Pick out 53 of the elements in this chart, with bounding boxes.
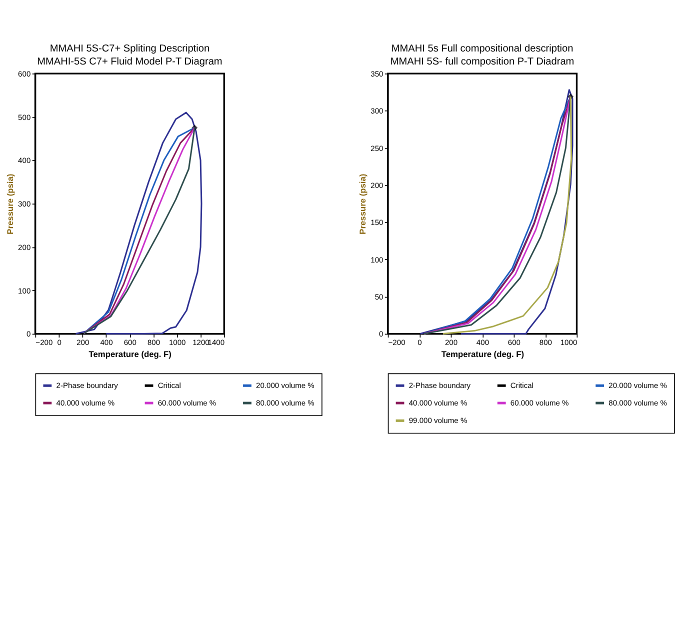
y-tick-label: 300 [370,106,384,116]
x-axis-title: Temperature (deg. F) [441,348,524,359]
x-tick-label: 600 [508,338,520,348]
legend-label: 99.000 volume % [408,416,468,426]
legend-label: 80.000 volume % [608,398,668,408]
y-tick-label: 250 [370,144,384,153]
x-tick-label: −200 [36,338,53,348]
y-tick-label: 400 [18,156,31,166]
x-tick-label: −200 [388,338,406,348]
legend-label: 40.000 volume % [408,398,468,408]
legend-label: Critical [158,381,182,390]
y-tick-label: 150 [370,218,384,228]
legend-label: 20.000 volume % [608,381,668,390]
x-tick-label: 400 [100,338,113,348]
x-tick-label: 1000 [168,338,186,348]
x-tick-label: 1000 [560,338,578,348]
y-tick-label: 500 [18,112,31,122]
y-tick-label: 350 [370,69,384,78]
y-tick-label: 100 [370,255,384,264]
y-tick-label: 200 [18,242,31,252]
y-tick-label: 50 [374,292,384,302]
x-tick-label: 600 [124,338,136,348]
x-tick-label: 800 [539,338,552,348]
chart-title: MMAHI 5S-C7+ Spliting Description [50,44,210,55]
x-tick-label: 200 [76,338,90,348]
y-axis-title: Pressure (psia) [358,174,368,234]
legend-label: 80.000 volume % [256,398,315,408]
y-tick-label: 600 [18,69,31,78]
y-tick-label: 200 [370,181,384,190]
legend-label: 2-Phase boundary [56,381,118,390]
x-axis-title: Temperature (deg. F) [88,348,172,359]
legend-label: 20.000 volume % [256,381,315,390]
x-tick-label: 800 [147,338,160,348]
x-tick-label: 1400 [208,338,225,348]
y-axis-title: Pressure (psia) [5,174,15,234]
legend-label: 60.000 volume % [510,398,570,408]
legend-label: Critical [510,381,534,390]
x-tick-label: 400 [476,338,490,348]
x-tick-label: 1200 [192,338,210,348]
y-tick-label: 300 [18,200,31,209]
x-tick-label: 0 [57,338,62,348]
chart-subtitle: MMAHI-5S C7+ Fluid Model P-T Diagram [37,56,222,68]
legend-label: 40.000 volume % [56,398,115,408]
y-tick-label: 0 [379,330,384,339]
line-series [74,112,202,335]
y-tick-label: 0 [26,330,31,339]
chart-title: MMAHI 5s Full compositional description [391,44,574,55]
chart-subtitle: MMAHI 5S- full composition P-T Diadram [390,56,574,68]
x-tick-label: 0 [418,338,422,348]
legend-label: 2-Phase boundary [408,381,471,390]
y-tick-label: 100 [18,286,31,296]
legend-label: 60.000 volume % [158,398,216,408]
x-tick-label: 200 [444,338,458,348]
